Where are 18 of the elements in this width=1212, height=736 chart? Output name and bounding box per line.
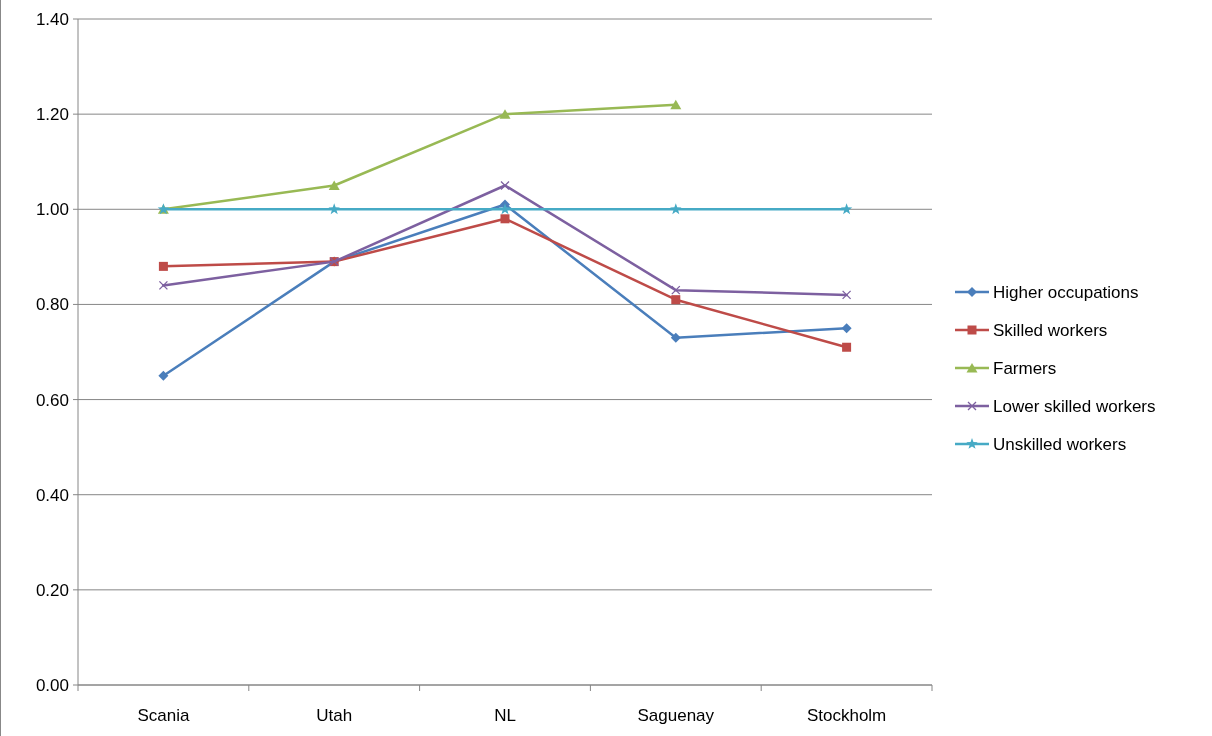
x-tick-label: Saguenay [637, 706, 715, 725]
legend-label: Skilled workers [993, 320, 1108, 340]
x-tick-label: Utah [316, 706, 353, 725]
y-tick-label: 0.80 [35, 295, 69, 315]
legend-label: Unskilled workers [993, 434, 1127, 454]
y-tick-label: 1.40 [35, 9, 69, 29]
y-tick-label: 1.20 [35, 105, 69, 125]
y-tick-label: 0.20 [35, 580, 69, 600]
legend-label: Farmers [993, 358, 1057, 378]
legend-label: Lower skilled workers [993, 396, 1156, 416]
y-tick-label: 0.60 [35, 390, 69, 410]
x-tick-label: Stockholm [806, 706, 887, 725]
x-tick-label: NL [494, 706, 516, 725]
y-tick-label: 0.00 [35, 675, 69, 695]
legend-label: Higher occupations [993, 282, 1139, 302]
y-tick-label: 0.40 [35, 485, 69, 505]
x-tick-label: Scania [137, 706, 190, 725]
y-tick-label: 1.00 [35, 200, 69, 220]
